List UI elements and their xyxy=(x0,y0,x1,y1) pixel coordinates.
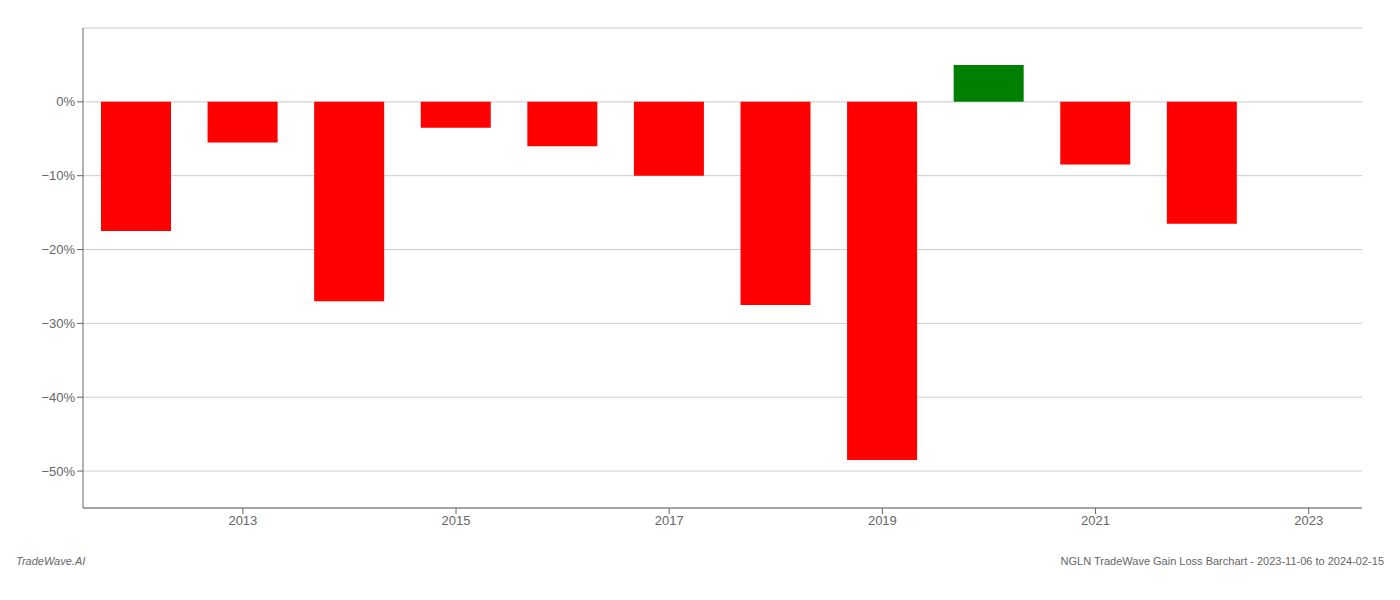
svg-text:2017: 2017 xyxy=(655,513,684,528)
html-text:NGLN TradeWave Gain Loss Barch: NGLN TradeWave Gain Loss Barchart - 2023… xyxy=(1060,555,1384,567)
svg-text:−30%: −30% xyxy=(41,316,75,331)
svg-text:2013: 2013 xyxy=(228,513,257,528)
svg-text:2019: 2019 xyxy=(868,513,897,528)
svg-text:2021: 2021 xyxy=(1081,513,1110,528)
svg-text:2023: 2023 xyxy=(1294,513,1323,528)
svg-text:−20%: −20% xyxy=(41,242,75,257)
svg-text:2015: 2015 xyxy=(442,513,471,528)
svg-text:−40%: −40% xyxy=(41,390,75,405)
html-text:TradeWave.AI: TradeWave.AI xyxy=(16,555,86,567)
svg-text:0%: 0% xyxy=(56,94,75,109)
svg-text:−10%: −10% xyxy=(41,168,75,183)
svg-text:−50%: −50% xyxy=(41,464,75,479)
